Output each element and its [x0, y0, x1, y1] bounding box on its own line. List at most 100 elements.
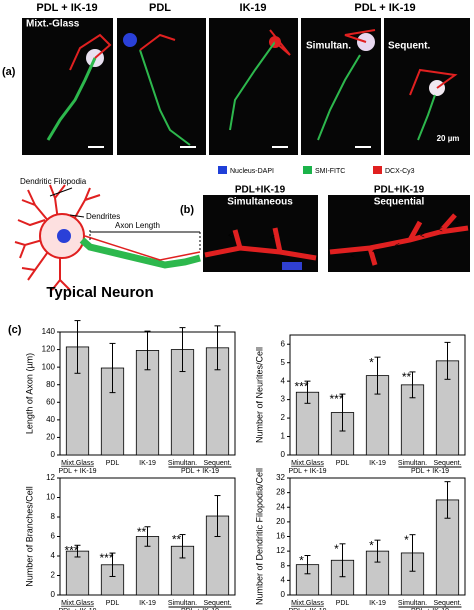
image-header: PDL	[149, 2, 171, 14]
y-axis-label: Number of Branches/Cell	[24, 486, 34, 587]
x-tick-label: PDL	[336, 460, 350, 467]
diagram-label: Dendritic Filopodia	[20, 177, 87, 186]
y-tick-label: 40	[46, 415, 55, 424]
image-inset: Mixt.-Glass	[26, 19, 80, 30]
y-tick-label: 28	[276, 488, 285, 497]
error-bar	[304, 380, 311, 404]
x-tick-label: IK-19	[369, 600, 386, 607]
image-header: PDL + IK-19	[36, 2, 97, 14]
y-tick-label: 1	[281, 432, 286, 441]
image-title: PDL+IK-19	[235, 185, 286, 196]
y-tick-label: 16	[276, 532, 285, 541]
image-inset: Simultan.	[306, 41, 351, 52]
error-bar	[214, 495, 221, 537]
significance: **	[137, 525, 147, 539]
y-tick-label: 4	[51, 551, 56, 560]
svg-text:<: <	[350, 251, 355, 260]
group-label: PDL + IK-19	[411, 608, 449, 610]
neuron-diagram	[14, 184, 201, 291]
y-tick-label: 100	[42, 362, 56, 371]
group-label: PDL + IK-19	[181, 468, 219, 475]
scale-label: 20 µm	[437, 134, 460, 143]
error-bar	[179, 327, 186, 373]
panel-label: (b)	[180, 204, 194, 216]
y-tick-label: 3	[281, 395, 286, 404]
x-tick-label: Mixt.Glass	[291, 460, 324, 467]
legend-label: Nucleus-DAPI	[230, 168, 274, 175]
svg-text:<: <	[270, 233, 275, 242]
significance: ***	[294, 379, 308, 393]
y-axis-label: Number of Neurites/Cell	[254, 347, 264, 443]
panel-label: (c)	[8, 324, 22, 336]
significance: *	[299, 554, 304, 568]
x-tick-label: IK-19	[139, 600, 156, 607]
y-tick-label: 120	[42, 345, 56, 354]
significance: **	[172, 533, 182, 547]
y-tick-label: 80	[46, 380, 55, 389]
svg-text:<: <	[395, 241, 400, 250]
error-bar	[214, 325, 221, 371]
x-tick-label: PDL	[106, 600, 120, 607]
y-tick-label: 12	[46, 473, 55, 482]
diagram-label: Axon Length	[115, 221, 160, 230]
significance: *	[369, 538, 374, 552]
error-bar	[409, 371, 416, 399]
image-inset: Sequent.	[388, 41, 430, 52]
micrographs	[22, 18, 470, 155]
legend-swatch	[373, 166, 382, 174]
x-tick-label: Mixt.Glass	[61, 600, 94, 607]
panel-label: (a)	[2, 66, 16, 78]
y-tick-label: 20	[46, 433, 55, 442]
image-subtitle: Sequential	[374, 197, 425, 208]
svg-text:<: <	[228, 231, 233, 240]
error-bar	[304, 555, 311, 575]
group-label: PDL + IK-19	[288, 608, 326, 610]
bar	[65, 550, 90, 596]
error-bar	[444, 341, 451, 380]
panel-b-images: < < < < < < < <	[203, 195, 470, 272]
significance: *	[334, 542, 339, 556]
y-tick-label: 4	[281, 376, 286, 385]
x-tick-label: Sequent.	[203, 600, 231, 607]
y-tick-label: 24	[276, 502, 285, 511]
diagram-label: Dendrites	[86, 212, 120, 221]
error-bar	[74, 320, 81, 374]
x-tick-label: Simultan.	[398, 460, 427, 467]
y-axis-label: Number of Dendritic Filopodia/Cell	[254, 468, 264, 605]
error-bar	[109, 342, 116, 394]
y-tick-label: 32	[276, 473, 285, 482]
x-tick-label: Sequent.	[203, 460, 231, 467]
y-tick-label: 20	[276, 517, 285, 526]
x-tick-label: PDL	[106, 460, 120, 467]
error-bar	[444, 481, 451, 519]
y-tick-label: 10	[46, 493, 55, 502]
error-bar	[109, 552, 116, 577]
significance: ***	[99, 551, 113, 565]
diagram-title: Typical Neuron	[46, 284, 153, 301]
error-bar	[339, 543, 346, 578]
significance: **	[402, 370, 412, 384]
image-header: IK-19	[240, 2, 267, 14]
y-tick-label: 0	[281, 450, 286, 459]
legend-label: DCX-Cy3	[385, 168, 415, 175]
image-title: PDL+IK-19	[374, 185, 425, 196]
y-tick-label: 8	[281, 561, 286, 570]
y-tick-label: 12	[276, 546, 285, 555]
y-tick-label: 5	[281, 358, 286, 367]
y-tick-label: 4	[281, 575, 286, 584]
image-subtitle: Simultaneous	[227, 197, 293, 208]
x-tick-label: IK-19	[139, 460, 156, 467]
significance: *	[404, 533, 409, 547]
group-label: PDL + IK-19	[58, 608, 96, 610]
error-bar	[179, 534, 186, 559]
y-tick-label: 60	[46, 397, 55, 406]
y-tick-label: 0	[51, 450, 56, 459]
x-tick-label: Simultan.	[398, 600, 427, 607]
y-tick-label: 0	[281, 590, 286, 599]
group-label: PDL + IK-19	[288, 468, 326, 475]
y-tick-label: 6	[281, 339, 286, 348]
error-bar	[74, 544, 81, 558]
x-tick-label: Sequent.	[433, 460, 461, 467]
y-tick-label: 2	[51, 571, 56, 580]
